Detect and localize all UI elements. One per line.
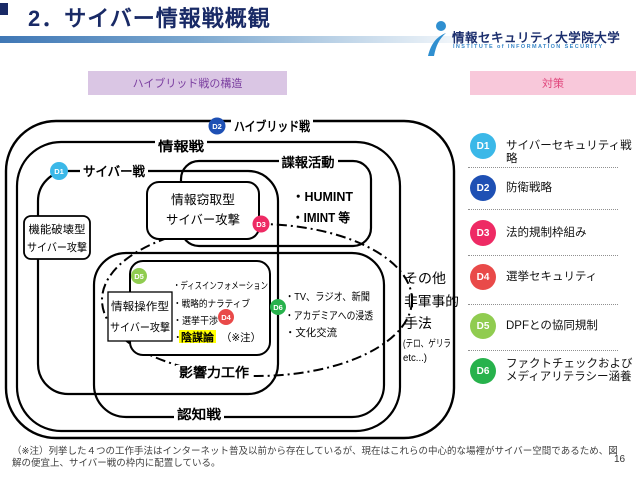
svg-text:D3: D3 — [256, 220, 266, 229]
diagram-badge-d5: D5 — [131, 268, 147, 284]
information-war-outline — [15, 140, 402, 433]
cyber-label-bg — [80, 165, 148, 178]
diagram-badge-d2: D2 — [208, 117, 226, 135]
measure-badge-d3: D3 — [470, 220, 496, 246]
influence-item-disinformation: ・ディスインフォメーション — [173, 280, 268, 292]
measure-label-d2: 防衛戦略 — [506, 182, 552, 194]
function-destroy-box — [23, 215, 91, 260]
measure-label-d6-line2: メディアリテラシー涵養 — [506, 371, 632, 383]
info-theft-box — [146, 181, 260, 240]
diagram-badge-d3: D3 — [252, 215, 270, 233]
measures-section-header: 対策 — [470, 71, 636, 95]
espionage-item-imint: ・IMINT 等 — [292, 210, 350, 225]
espionage-item-humint: ・HUMINT — [292, 190, 353, 204]
influence-operations-outline — [101, 223, 413, 377]
svg-text:D1: D1 — [54, 167, 64, 176]
list-divider — [468, 350, 618, 351]
university-logo — [428, 21, 446, 56]
function-destroy-line1: 機能破壊型 — [29, 222, 86, 236]
measure-label-d4: 選挙セキュリティ — [506, 271, 598, 283]
list-divider — [468, 167, 618, 168]
page-title: 2．サイバー情報戦概観 — [28, 6, 271, 31]
cognitive-item-tv: ・TV、ラジオ、新聞 — [285, 290, 370, 303]
measure-badge-d5: D5 — [470, 313, 496, 339]
info-manipulation-line2: サイバー攻撃 — [110, 320, 170, 334]
function-destroy-line2: サイバー攻撃 — [27, 240, 87, 254]
list-divider — [468, 209, 618, 210]
influence-operations-label: 影響力工作 — [179, 365, 249, 380]
other-methods-line3: 手法 — [404, 316, 432, 331]
footnote-line2: 解の便宜上、サイバー戦の枠内に配置している。 — [12, 457, 221, 469]
influence-item-conspiracy-bullet: ・ — [173, 333, 183, 344]
measure-label-d5: DPFとの協同規制 — [506, 320, 598, 332]
measure-badge-d4: D4 — [470, 264, 496, 290]
hybrid-label-bg — [231, 119, 313, 134]
conspiracy-highlight — [179, 330, 216, 343]
diagram-badge-d6: D6 — [270, 299, 286, 315]
other-methods-line5: etc...) — [403, 353, 427, 364]
measure-label-d3: 法的規制枠組み — [506, 227, 587, 239]
other-methods-line1: その他 — [404, 271, 446, 286]
info-theft-line2: サイバー攻撃 — [166, 212, 240, 227]
footnote-line1: （※注）列挙した４つの工作手法はインターネット普及以前から存在しているが、現在は… — [12, 446, 618, 457]
information-war-label: 情報戦 — [158, 139, 205, 154]
diagram-badge-d1: D1 — [50, 162, 68, 180]
logo-dot-icon — [436, 21, 446, 31]
cognitive-item-culture: ・文化交流 — [285, 326, 337, 339]
measure-label-d6-line1: ファクトチェックおよび — [506, 358, 633, 370]
list-divider — [468, 304, 618, 305]
measure-badge-d1: D1 — [470, 133, 496, 159]
university-name: 情報セキュリティ大学院大学 — [452, 31, 621, 45]
university-subtitle: INSTITUTE of INFORMATION SECURITY — [453, 44, 604, 50]
influence-label-bg — [176, 365, 252, 380]
diagram-badge-d4: D4 — [218, 309, 234, 325]
cognitive-item-academia: ・アカデミアへの浸透 — [285, 309, 373, 322]
svg-text:D2: D2 — [212, 122, 222, 131]
measure-label-d6: ファクトチェックおよび メディアリテラシー涵養 — [506, 358, 633, 384]
info-manipulation-line1: 情報操作型 — [111, 299, 169, 313]
cyber-war-outline — [36, 169, 280, 396]
other-methods-line2: 非軍事的 — [404, 294, 459, 309]
info-theft-line1: 情報窃取型 — [171, 192, 235, 207]
footnote: （※注）列挙した４つの工作手法はインターネット普及以前から存在しているが、現在は… — [12, 446, 620, 469]
logo-swoosh-icon — [428, 33, 446, 56]
influence-item-narrative: ・戦略的ナラティブ — [173, 298, 250, 310]
influence-item-election: ・選挙干渉 — [173, 315, 218, 327]
influence-item-conspiracy: 陰謀論 — [181, 330, 215, 344]
svg-text:D4: D4 — [221, 313, 231, 322]
cyber-war-label: サイバー戦 — [83, 164, 146, 179]
list-divider — [468, 255, 618, 256]
page-number: 16 — [614, 454, 626, 465]
structure-section-header: ハイブリッド戦の構造 — [88, 71, 287, 95]
measure-badge-d2: D2 — [470, 175, 496, 201]
espionage-label-bg — [279, 156, 338, 169]
info-label-bg — [155, 140, 207, 154]
svg-text:D5: D5 — [134, 272, 144, 281]
cognitive-war-label: 認知戦 — [177, 407, 222, 422]
info-manipulation-box — [107, 291, 173, 342]
other-methods-line4: (テロ、ゲリラ — [403, 338, 451, 350]
cognitive-war-outline — [92, 251, 386, 419]
note-reference: （※注） — [221, 331, 261, 344]
hybrid-war-label: ハイブリッド戦 — [234, 119, 311, 134]
corner-accent-square — [0, 3, 8, 15]
measure-badge-d6: D6 — [470, 358, 496, 384]
svg-text:D6: D6 — [273, 303, 283, 312]
measure-label-d1: サイバーセキュリティ戦略 — [506, 140, 632, 165]
espionage-label: 諜報活動 — [282, 155, 335, 170]
title-underline-bar — [0, 36, 540, 43]
cognitive-label-bg — [174, 407, 224, 422]
